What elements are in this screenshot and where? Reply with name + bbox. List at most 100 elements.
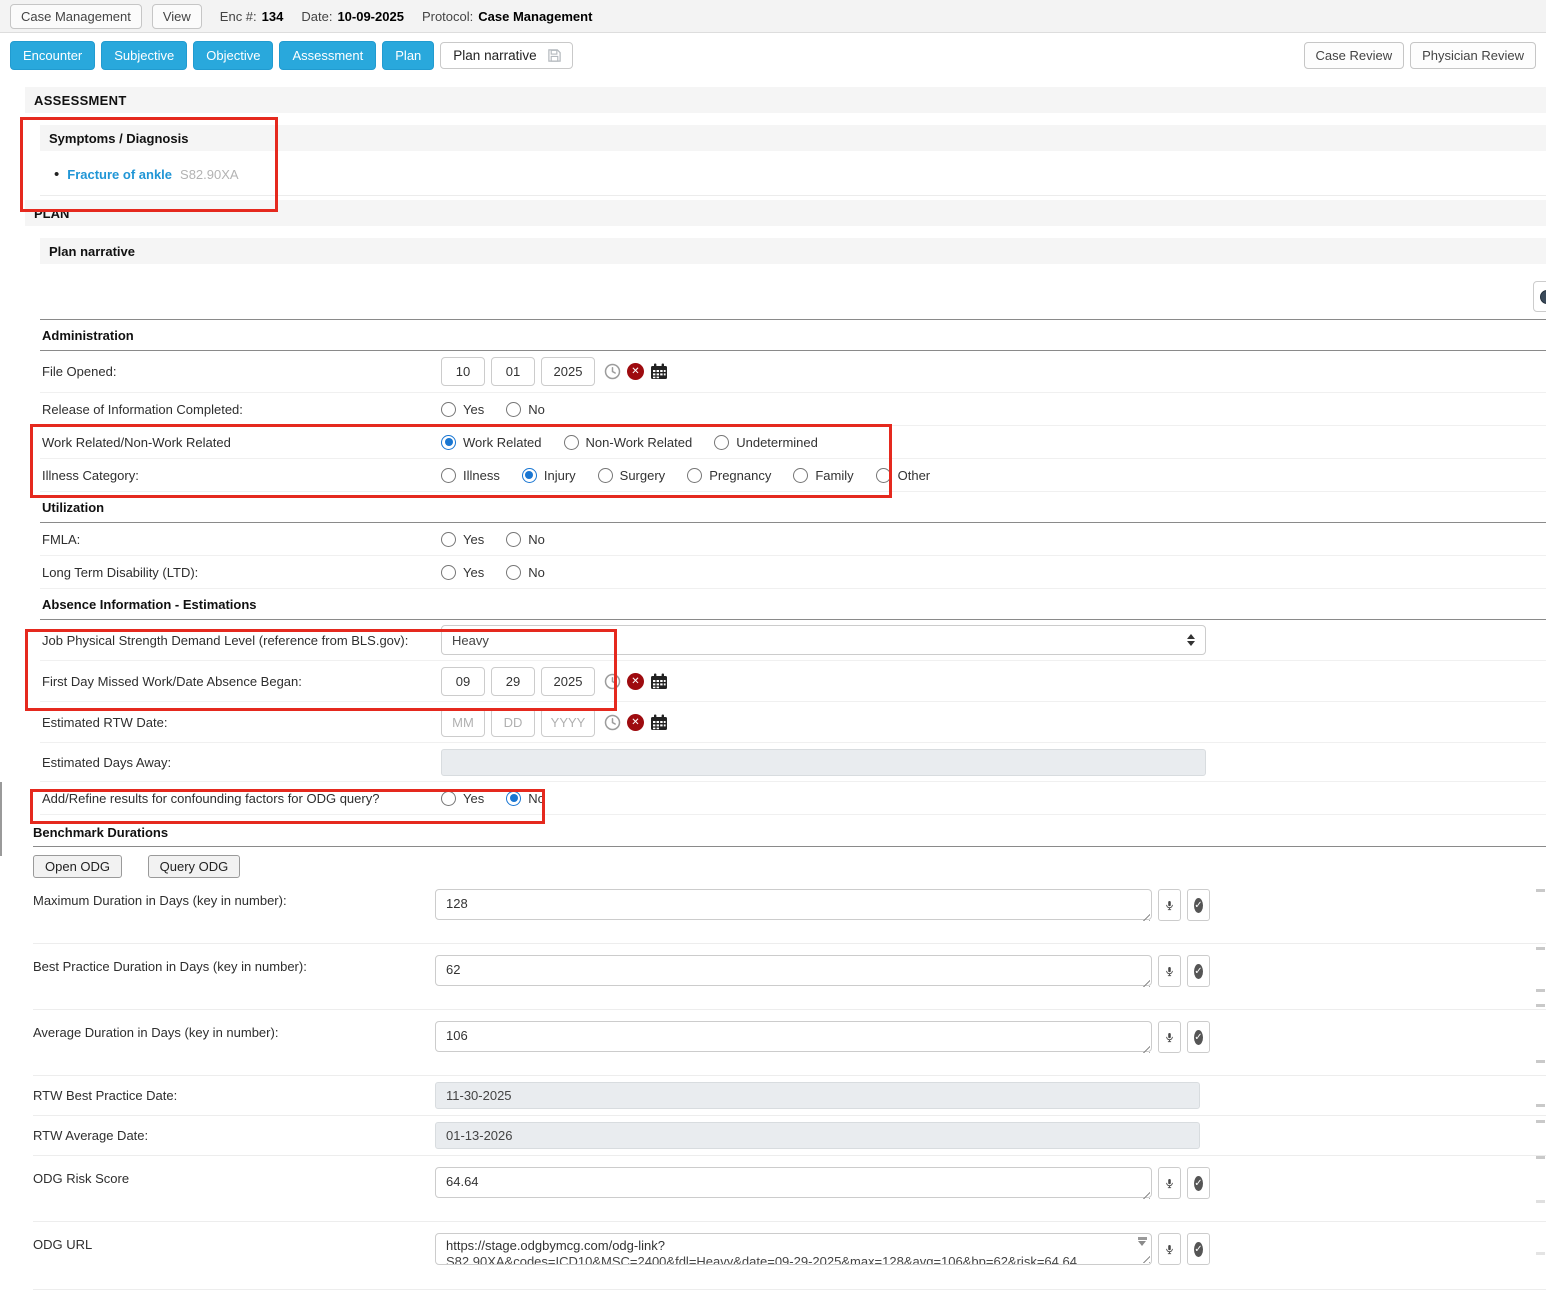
file-opened-row: File Opened: ✕ — [40, 351, 1546, 393]
tab-objective[interactable]: Objective — [193, 41, 274, 70]
radio-circle — [875, 467, 891, 483]
edge-mark — [1536, 989, 1545, 992]
calendar-icon[interactable] — [650, 714, 668, 731]
first-day-day-input[interactable] — [491, 666, 535, 696]
mic-button[interactable] — [1158, 889, 1181, 921]
benchmark-durations-title: Benchmark Durations — [33, 815, 1546, 847]
confirm-button[interactable]: ✓ — [1187, 1233, 1210, 1265]
release-no-radio[interactable]: No — [506, 401, 545, 417]
open-odg-button[interactable]: Open ODG — [33, 855, 123, 878]
family-radio[interactable]: Family — [793, 467, 854, 483]
fmla-no-radio[interactable]: No — [506, 531, 545, 547]
collapsed-panel-button[interactable] — [1533, 281, 1546, 312]
release-yes-radio[interactable]: Yes — [441, 401, 484, 417]
non-work-related-radio[interactable]: Non-Work Related — [563, 434, 693, 450]
surgery-radio[interactable]: Surgery — [597, 467, 665, 483]
check-icon: ✓ — [1194, 1241, 1203, 1257]
other-radio[interactable]: Other — [875, 467, 930, 483]
tab-encounter[interactable]: Encounter — [10, 41, 96, 70]
average-duration-row: Average Duration in Days (key in number)… — [33, 1010, 1546, 1076]
enc-value: 134 — [261, 8, 284, 24]
odg-url-label: ODG URL — [33, 1237, 93, 1252]
release-info-row: Release of Information Completed: Yes No — [40, 393, 1546, 426]
odg-risk-score-textarea[interactable]: 64.64 — [435, 1167, 1152, 1198]
absence-section-title: Absence Information - Estimations — [40, 589, 1546, 620]
left-edge-line — [0, 782, 2, 856]
tab-subjective[interactable]: Subjective — [101, 41, 188, 70]
radio-label: Illness — [463, 467, 500, 483]
clear-date-icon[interactable]: ✕ — [627, 363, 644, 380]
radio-label: Non-Work Related — [585, 434, 693, 450]
rtw-month-input[interactable] — [441, 707, 485, 737]
ltd-row: Long Term Disability (LTD): Yes No — [40, 556, 1546, 589]
illness-radio[interactable]: Illness — [441, 467, 500, 483]
estimated-days-away-row: Estimated Days Away: — [40, 743, 1546, 782]
add-refine-no-radio[interactable]: No — [506, 790, 545, 806]
clear-date-icon[interactable]: ✕ — [627, 713, 644, 731]
confirm-button[interactable]: ✓ — [1187, 1167, 1210, 1199]
save-icon[interactable] — [547, 48, 562, 63]
pregnancy-radio[interactable]: Pregnancy — [687, 467, 772, 483]
view-button[interactable]: View — [151, 3, 202, 29]
job-demand-select[interactable]: Heavy — [441, 625, 1206, 655]
edge-mark — [1536, 1004, 1545, 1007]
rtw-day-input[interactable] — [491, 707, 535, 737]
review-buttons: Case Review Physician Review — [1303, 42, 1536, 69]
case-review-button[interactable]: Case Review — [1303, 42, 1405, 69]
ltd-no-radio[interactable]: No — [506, 564, 545, 580]
average-duration-textarea[interactable]: 106 — [435, 1021, 1152, 1052]
work-related-radio[interactable]: Work Related — [441, 434, 542, 450]
job-demand-label: Job Physical Strength Demand Level (refe… — [42, 632, 409, 648]
fmla-yes-radio[interactable]: Yes — [441, 531, 484, 547]
estimated-days-away-input[interactable] — [441, 748, 1206, 776]
clock-icon[interactable] — [604, 714, 621, 731]
query-odg-button[interactable]: Query ODG — [147, 855, 241, 878]
file-opened-month-input[interactable] — [441, 357, 485, 386]
ltd-yes-radio[interactable]: Yes — [441, 564, 484, 580]
confirm-button[interactable]: ✓ — [1187, 955, 1210, 987]
radio-circle — [441, 401, 456, 417]
clear-date-icon[interactable]: ✕ — [627, 672, 644, 690]
mic-button[interactable] — [1158, 955, 1181, 987]
file-opened-day-input[interactable] — [491, 357, 535, 386]
odg-url-textarea[interactable]: https://stage.odgbymcg.com/odg-link? S82… — [435, 1233, 1152, 1265]
rtw-year-input[interactable] — [541, 707, 595, 737]
best-practice-duration-row: Best Practice Duration in Days (key in n… — [33, 944, 1546, 1010]
diagnosis-link[interactable]: Fracture of ankle — [67, 167, 173, 182]
first-day-year-input[interactable] — [541, 666, 595, 696]
rtw-best-practice-label: RTW Best Practice Date: — [33, 1088, 178, 1103]
confirm-button[interactable]: ✓ — [1187, 1021, 1210, 1053]
textarea-scrollbar[interactable] — [1136, 1237, 1148, 1246]
case-management-button[interactable]: Case Management — [10, 3, 142, 29]
mic-button[interactable] — [1158, 1233, 1181, 1265]
odg-risk-score-row: ODG Risk Score 64.64 ✓ — [33, 1156, 1546, 1222]
injury-radio[interactable]: Injury — [521, 467, 576, 483]
mic-button[interactable] — [1158, 1167, 1181, 1199]
calendar-icon[interactable] — [650, 363, 668, 380]
physician-review-button[interactable]: Physician Review — [1410, 42, 1536, 69]
max-duration-textarea[interactable]: 128 — [435, 889, 1152, 920]
add-refine-yes-radio[interactable]: Yes — [441, 790, 484, 806]
tab-plan-narrative[interactable]: Plan narrative — [440, 42, 573, 69]
odg-risk-score-label: ODG Risk Score — [33, 1171, 130, 1186]
radio-circle — [441, 531, 456, 547]
check-icon: ✓ — [1194, 1029, 1203, 1045]
tab-plan[interactable]: Plan — [382, 41, 435, 70]
radio-circle — [563, 434, 579, 450]
undetermined-radio[interactable]: Undetermined — [714, 434, 818, 450]
protocol: Protocol: Case Management — [422, 9, 592, 24]
first-day-month-input[interactable] — [441, 666, 485, 696]
mic-button[interactable] — [1158, 1021, 1181, 1053]
calendar-icon[interactable] — [650, 673, 668, 690]
administration-section-title: Administration — [40, 319, 1546, 351]
tab-assessment[interactable]: Assessment — [279, 41, 377, 70]
best-practice-duration-textarea[interactable]: 62 — [435, 955, 1152, 986]
odg-buttons-row: Open ODG Query ODG — [33, 855, 1546, 878]
confirm-button[interactable]: ✓ — [1187, 889, 1210, 921]
main-content: ASSESSMENT Symptoms / Diagnosis • Fractu… — [25, 87, 1546, 1290]
clock-icon[interactable] — [604, 673, 621, 690]
radio-label: Pregnancy — [709, 467, 772, 483]
clock-icon[interactable] — [604, 363, 621, 380]
rtw-best-practice-input — [435, 1082, 1200, 1109]
file-opened-year-input[interactable] — [541, 357, 595, 386]
